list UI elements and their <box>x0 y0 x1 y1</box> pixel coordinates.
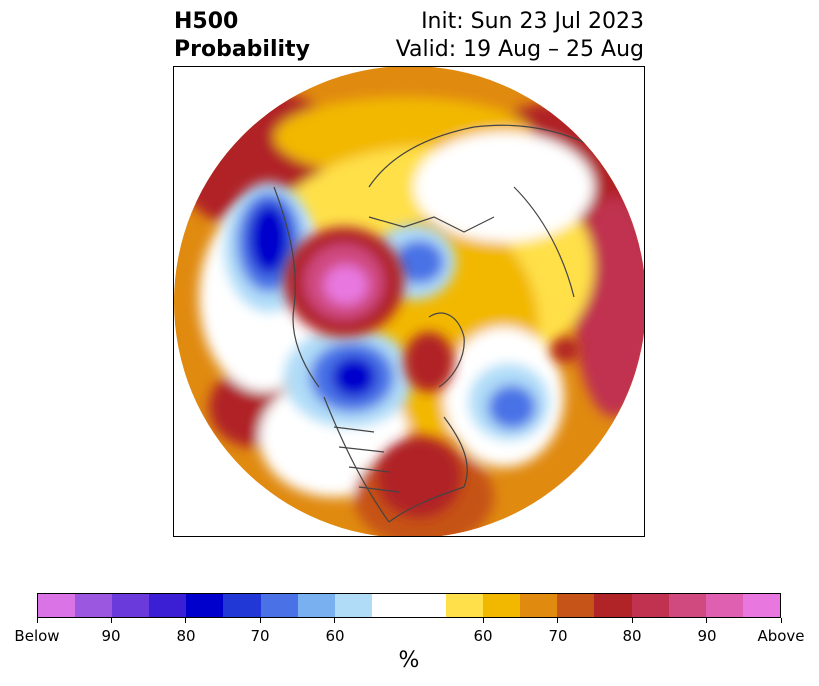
colorbar-units: % <box>398 648 420 673</box>
colorbar-tick-mark <box>185 618 186 623</box>
colorbar-below-7 <box>297 594 335 617</box>
colorbar-above-5 <box>631 594 669 617</box>
colorbar-tick-label: 90 <box>697 627 717 645</box>
colorbar-tick-mark <box>260 618 261 623</box>
title-product: Probability <box>174 37 310 62</box>
colorbar-below-6 <box>260 594 298 617</box>
colorbar-below-1 <box>75 594 113 617</box>
colorbar-below-2 <box>112 594 150 617</box>
probability-field <box>174 67 644 536</box>
colorbar-above-0 <box>446 594 484 617</box>
colorbar-above-4 <box>594 594 632 617</box>
colorbar-tick-mark <box>706 618 707 623</box>
colorbar-neutral <box>371 594 447 617</box>
colorbar-tick-label: 80 <box>176 627 196 645</box>
colorbar-below-0 <box>38 594 76 617</box>
colorbar-tick-mark <box>632 618 633 623</box>
probability-colorbar <box>37 593 781 618</box>
colorbar-below-3 <box>149 594 187 617</box>
colorbar-tick-mark <box>111 618 112 623</box>
colorbar-tick-label: 90 <box>101 627 121 645</box>
colorbar-above-1 <box>483 594 521 617</box>
coastlines <box>273 124 595 523</box>
colorbar-tick-mark <box>557 618 558 623</box>
colorbar-tick-label: Above <box>757 627 805 645</box>
colorbar-below-5 <box>223 594 261 617</box>
colorbar-tick-mark <box>37 618 38 623</box>
colorbar-above-8 <box>742 594 780 617</box>
colorbar-tick-label: 70 <box>250 627 270 645</box>
colorbar-tick-mark <box>483 618 484 623</box>
colorbar-tick-mark <box>334 618 335 623</box>
title-init-date: Init: Sun 23 Jul 2023 <box>421 9 644 34</box>
anomaly-above-eastern-rim <box>574 197 644 417</box>
title-valid-range: Valid: 19 Aug – 25 Aug <box>395 37 644 62</box>
colorbar-above-7 <box>705 594 743 617</box>
colorbar-below-4 <box>186 594 224 617</box>
colorbar-tick-label: 60 <box>473 627 493 645</box>
map-title-left: H500 Probability <box>174 8 310 64</box>
colorbar-tick-label: Below <box>14 627 60 645</box>
colorbar-tick-label: 60 <box>325 627 345 645</box>
neutral-area-north <box>414 132 594 242</box>
colorbar-tick-label: 80 <box>622 627 642 645</box>
colorbar-tick-label: 70 <box>548 627 568 645</box>
colorbar-below-8 <box>334 594 372 617</box>
colorbar-above-3 <box>557 594 595 617</box>
title-variable: H500 <box>174 9 239 34</box>
colorbar-tick-mark <box>781 618 782 623</box>
polar-map <box>173 66 645 537</box>
colorbar-above-2 <box>520 594 558 617</box>
colorbar-above-6 <box>668 594 706 617</box>
map-title-right: Init: Sun 23 Jul 2023 Valid: 19 Aug – 25… <box>396 8 644 64</box>
